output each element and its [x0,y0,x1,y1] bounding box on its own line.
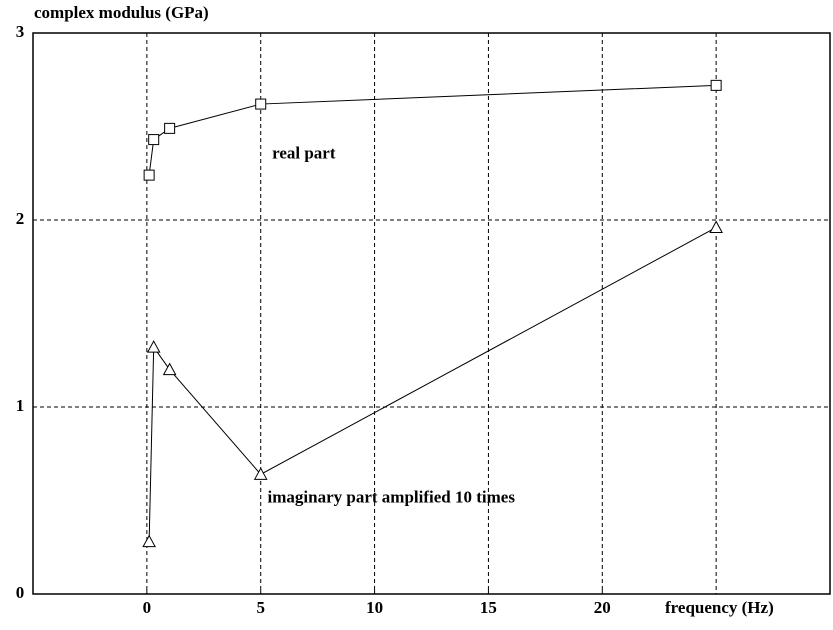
y-tick-label: 1 [16,396,25,415]
x-axis-label: frequency (Hz) [665,598,774,617]
y-axis-label: complex modulus (GPa) [34,3,209,22]
marker-triangle [709,220,723,233]
x-tick-label: 10 [366,598,383,617]
annotation: imaginary part amplified 10 times [268,488,516,507]
marker-triangle [253,467,268,480]
x-tick-label: 20 [594,598,611,617]
x-tick-label: 0 [143,598,152,617]
marker-square [148,134,160,146]
y-tick-label: 3 [16,22,25,41]
marker-square [710,79,722,91]
marker-triangle [162,362,177,376]
x-tick-label: 5 [256,598,265,617]
plot-frame [32,32,831,595]
marker-square [255,98,267,110]
annotation: real part [272,143,336,162]
marker-triangle [142,534,156,548]
marker-triangle [146,340,161,353]
marker-square [143,169,155,181]
marker-square [164,122,176,134]
x-tick-label: 15 [480,598,497,617]
y-tick-label: 0 [16,583,25,602]
y-tick-label: 2 [16,209,25,228]
